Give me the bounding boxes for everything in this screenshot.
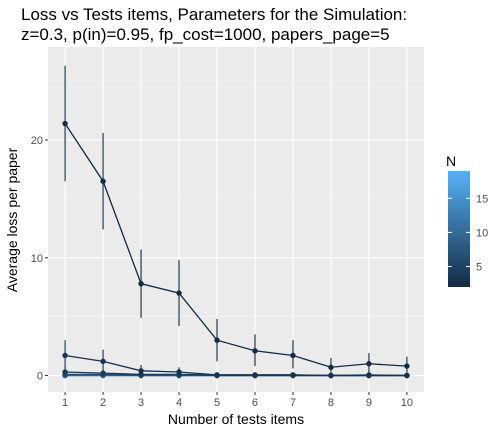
y-axis: 0 10 20 [31,135,48,383]
y-tick-label: 0 [37,371,43,383]
legend-label: 15 [476,193,488,205]
data-point [138,368,144,374]
data-point [214,372,220,378]
legend-ticks: 5 10 15 [448,193,488,274]
series-line [64,123,407,368]
x-tick-label: 2 [100,397,106,409]
legend-label: 10 [476,227,488,239]
legend-label: 5 [476,262,482,274]
x-tick-label: 8 [328,397,334,409]
chart-title-line2: z=0.3, p(in)=0.95, fp_cost=1000, papers_… [21,25,390,44]
series-N2 [62,65,410,376]
legend-colorbar [448,171,470,287]
series-layer [62,65,410,379]
x-tick-label: 6 [252,397,258,409]
data-point [328,364,334,370]
data-point [214,337,220,343]
y-axis-title: Average loss per paper [4,147,20,292]
data-point [252,372,258,378]
data-point [62,369,68,375]
series-line [64,354,407,377]
legend-title: N [446,153,456,169]
data-point [100,178,106,184]
data-point [176,290,182,296]
data-point [404,372,410,379]
x-axis: 1 2 3 4 5 6 7 8 9 10 [62,392,413,409]
data-point [290,352,296,359]
data-point [138,280,144,287]
data-point [252,348,258,354]
x-tick-label: 9 [366,397,372,409]
major-gridlines [48,47,424,392]
x-tick-label: 5 [214,397,220,409]
data-point [100,370,106,376]
x-tick-label: 3 [138,397,144,409]
data-point [100,358,106,365]
x-axis-title: Number of tests items [168,411,304,427]
chart-title-line1: Loss vs Tests items, Parameters for the … [21,5,407,24]
data-point [404,363,410,369]
data-point [176,369,182,375]
data-point [366,372,372,378]
data-point [62,120,68,127]
data-point [62,352,68,359]
series-N3 [62,340,410,379]
x-tick-label: 4 [176,397,182,409]
plot-panel [48,47,424,392]
x-tick-label: 1 [62,397,68,409]
x-tick-label: 10 [401,397,413,409]
data-point [366,361,372,367]
minor-gridlines [48,80,424,317]
y-tick-label: 10 [31,253,43,265]
data-point [290,372,296,378]
x-tick-label: 7 [290,397,296,409]
y-tick-label: 20 [31,135,43,147]
